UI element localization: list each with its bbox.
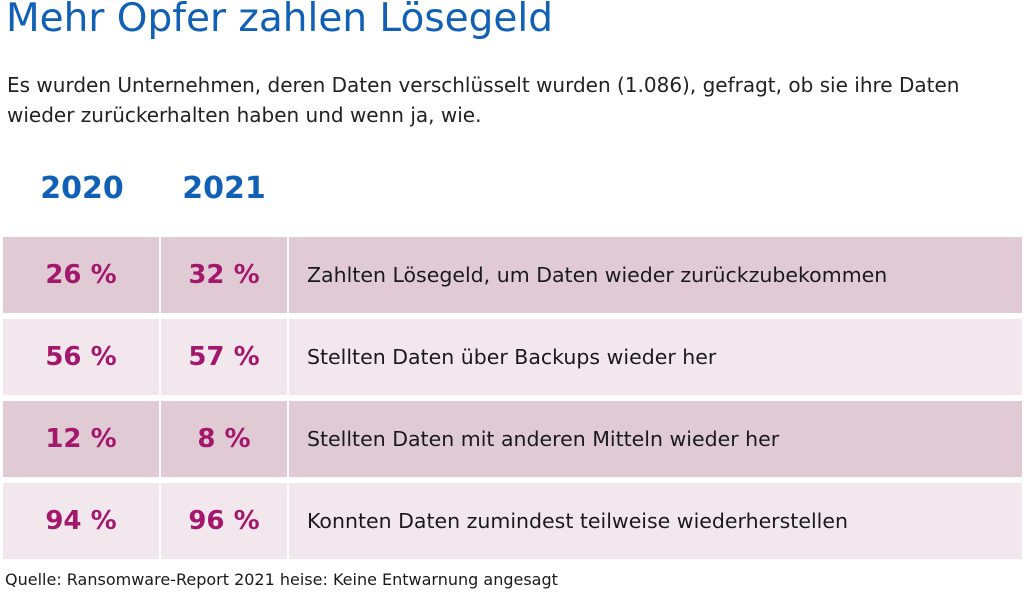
value-2021: 57 % — [188, 342, 260, 372]
cell-2021: 96 % — [161, 483, 287, 559]
results-table: 26 % 32 % Zahlten Lösegeld, um Daten wie… — [3, 237, 1022, 565]
cell-label: Zahlten Lösegeld, um Daten wieder zurück… — [289, 237, 1022, 313]
value-2021: 96 % — [188, 506, 260, 536]
table-row: 26 % 32 % Zahlten Lösegeld, um Daten wie… — [3, 237, 1022, 313]
row-label: Zahlten Lösegeld, um Daten wieder zurück… — [307, 263, 888, 287]
value-2020: 56 % — [45, 342, 117, 372]
cell-2021: 32 % — [161, 237, 287, 313]
cell-2020: 56 % — [3, 319, 159, 395]
chart-subtitle: Es wurden Unternehmen, deren Daten versc… — [7, 73, 960, 127]
row-label: Stellten Daten mit anderen Mitteln wiede… — [307, 427, 780, 451]
value-2021: 8 % — [197, 424, 251, 454]
value-2020: 94 % — [45, 506, 117, 536]
column-header-2021: 2021 — [182, 171, 266, 206]
cell-2021: 8 % — [161, 401, 287, 477]
cell-2021: 57 % — [161, 319, 287, 395]
table-row: 12 % 8 % Stellten Daten mit anderen Mitt… — [3, 401, 1022, 477]
row-label: Konnten Daten zumindest teilweise wieder… — [307, 509, 848, 533]
value-2020: 26 % — [45, 260, 117, 290]
cell-2020: 26 % — [3, 237, 159, 313]
chart-title: Mehr Opfer zahlen Lösegeld — [6, 0, 553, 41]
source-note: Quelle: Ransomware-Report 2021 heise: Ke… — [5, 570, 558, 589]
value-2020: 12 % — [45, 424, 117, 454]
cell-2020: 12 % — [3, 401, 159, 477]
row-label: Stellten Daten über Backups wieder her — [307, 345, 717, 369]
value-2021: 32 % — [188, 260, 260, 290]
cell-label: Stellten Daten mit anderen Mitteln wiede… — [289, 401, 1022, 477]
cell-label: Konnten Daten zumindest teilweise wieder… — [289, 483, 1022, 559]
table-row: 94 % 96 % Konnten Daten zumindest teilwe… — [3, 483, 1022, 559]
cell-2020: 94 % — [3, 483, 159, 559]
column-header-2020: 2020 — [40, 171, 124, 206]
cell-label: Stellten Daten über Backups wieder her — [289, 319, 1022, 395]
table-row: 56 % 57 % Stellten Daten über Backups wi… — [3, 319, 1022, 395]
